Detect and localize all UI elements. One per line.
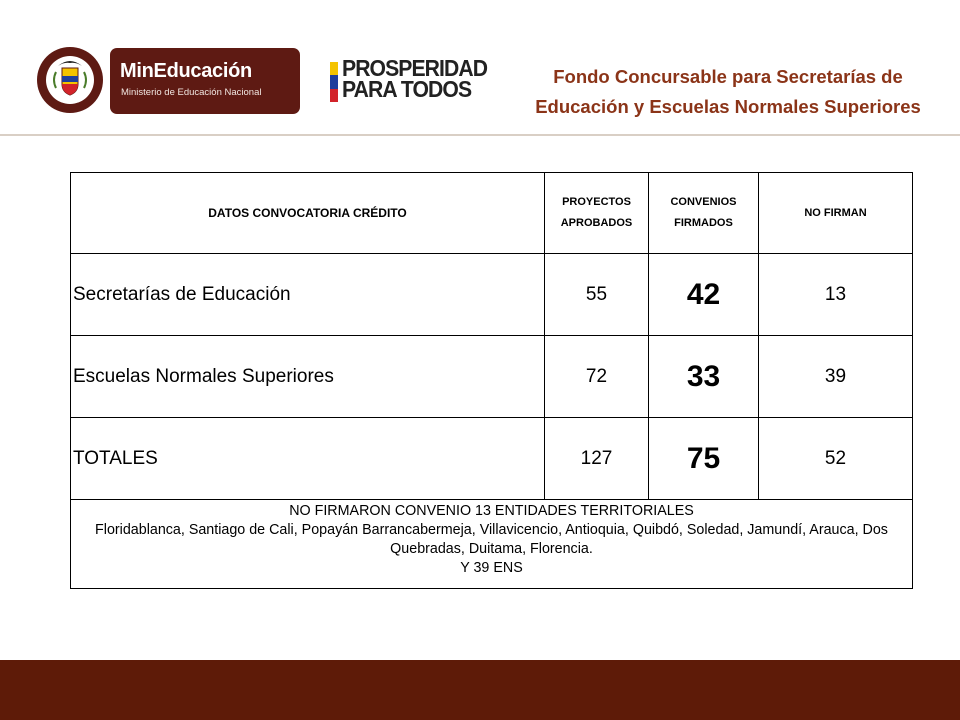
table-note-row: NO FIRMARON CONVENIO 13 ENTIDADES TERRIT… [70, 499, 913, 589]
convocatoria-table: DATOS CONVOCATORIA CRÉDITO PROYECTOS APR… [70, 172, 913, 589]
column-header: DATOS CONVOCATORIA CRÉDITO [70, 172, 545, 254]
proyectos-aprobados-cell: 55 [544, 253, 649, 336]
mineducacion-subtitle: Ministerio de Educación Nacional [121, 87, 262, 98]
note-line2: Floridablanca, Santiago de Cali, Popayán… [95, 522, 888, 557]
footer-bar [0, 660, 960, 720]
mineducacion-title: MinEducación [120, 60, 252, 82]
note-line3: Y 39 ENS [460, 560, 523, 576]
convenios-firmados-cell: 75 [648, 417, 759, 500]
row-label: Escuelas Normales Superiores [70, 335, 545, 418]
table-row: Escuelas Normales Superiores 72 33 39 [70, 335, 913, 418]
header: MinEducación Ministerio de Educación Nac… [0, 0, 960, 136]
colombia-seal-icon [37, 47, 103, 113]
proyectos-aprobados-cell: 127 [544, 417, 649, 500]
no-firman-cell: 13 [758, 253, 913, 336]
proyectos-aprobados-cell: 72 [544, 335, 649, 418]
column-header: PROYECTOS APROBADOS [544, 172, 649, 254]
page-title-line2: Educación y Escuelas Normales Superiores [535, 96, 921, 117]
mineducacion-logo: MinEducación Ministerio de Educación Nac… [110, 48, 300, 114]
prosperidad-line2: PARA TODOS [342, 76, 472, 102]
table-row: Secretarías de Educación 55 42 13 [70, 253, 913, 336]
column-header: CONVENIOS FIRMADOS [648, 172, 759, 254]
no-firman-cell: 39 [758, 335, 913, 418]
table-row-totals: TOTALES 127 75 52 [70, 417, 913, 500]
convenios-firmados-cell: 42 [648, 253, 759, 336]
note-line1: NO FIRMARON CONVENIO 13 ENTIDADES TERRIT… [289, 503, 694, 519]
note-cell: NO FIRMARON CONVENIO 13 ENTIDADES TERRIT… [70, 499, 913, 589]
no-firman-cell: 52 [758, 417, 913, 500]
page-title: Fondo Concursable para Secretarías de Ed… [512, 62, 944, 122]
page-title-line1: Fondo Concursable para Secretarías de [553, 66, 903, 87]
prosperidad-line1: PROSPERIDAD [342, 55, 488, 81]
colombia-flag-icon [330, 62, 338, 102]
row-label: TOTALES [70, 417, 545, 500]
column-header: NO FIRMAN [758, 172, 913, 254]
prosperidad-logo: PROSPERIDAD PARA TODOS [342, 55, 488, 102]
row-label: Secretarías de Educación [70, 253, 545, 336]
convenios-firmados-cell: 33 [648, 335, 759, 418]
header-divider [0, 134, 960, 136]
table-header-row: DATOS CONVOCATORIA CRÉDITO PROYECTOS APR… [70, 172, 913, 254]
